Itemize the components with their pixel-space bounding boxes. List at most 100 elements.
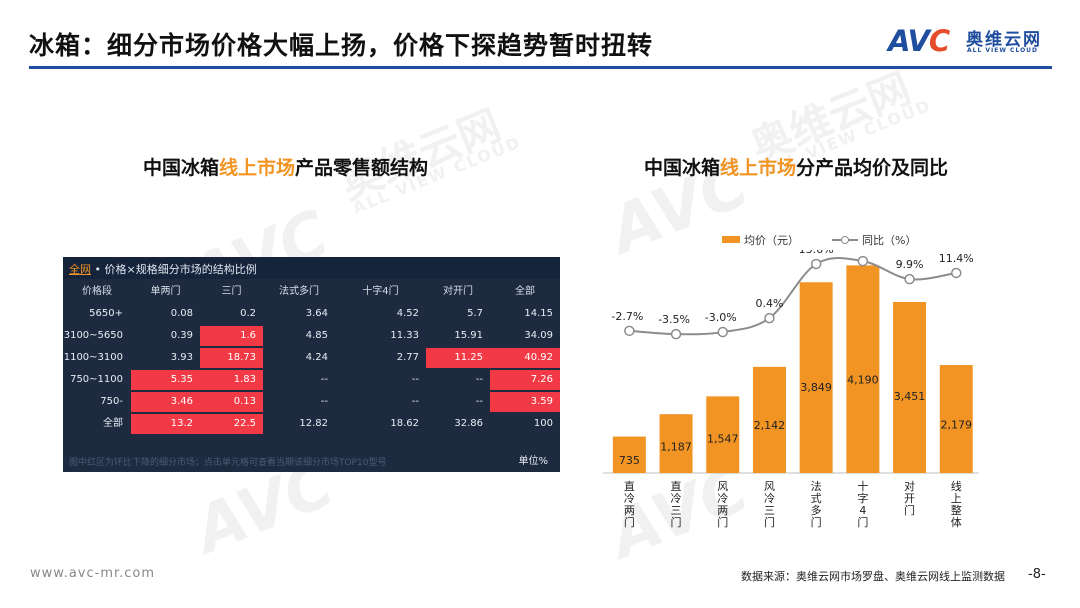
table-row-label: 750~1100 xyxy=(70,374,123,385)
legend-bar-swatch xyxy=(722,236,740,243)
yoy-point[interactable] xyxy=(857,255,869,267)
yoy-point[interactable] xyxy=(951,267,962,279)
category-tick-label: 两 xyxy=(717,504,728,517)
table-column-header: 单两门 xyxy=(150,286,181,297)
category-tick-label: 字 xyxy=(857,491,868,505)
table-row-label: 1100~3100 xyxy=(63,352,123,363)
table-cell[interactable]: 34.09 xyxy=(524,330,553,341)
yoy-data-label: -3.5% xyxy=(658,313,690,326)
table-cell[interactable]: 0.08 xyxy=(170,308,193,319)
table-row-label: 5650+ xyxy=(89,308,123,319)
table-cell[interactable]: 15.91 xyxy=(454,330,483,341)
table-cell[interactable]: 12.82 xyxy=(299,418,328,429)
table-cell[interactable]: 18.62 xyxy=(390,418,419,429)
table-cell[interactable]: 7.26 xyxy=(490,370,560,390)
yoy-point[interactable] xyxy=(904,273,915,285)
category-tick-label: 门 xyxy=(857,515,868,529)
yoy-data-label: -2.7% xyxy=(611,310,643,323)
table-column-header: 全部 xyxy=(515,286,535,297)
category-tick-label: 风 xyxy=(717,480,728,493)
table-cell[interactable]: 0.13 xyxy=(200,392,263,412)
table-cell[interactable]: 14.15 xyxy=(524,308,553,319)
category-tick-label: 线 xyxy=(951,479,962,493)
category-tick-label: 冷 xyxy=(764,492,775,505)
table-cell[interactable]: -- xyxy=(320,396,328,407)
table-caption: • 价格×规格细分市场的结构比例 xyxy=(91,263,257,276)
table-row-label: 750- xyxy=(100,396,123,407)
bar-avg-price[interactable] xyxy=(939,365,973,473)
table-cell[interactable]: 18.73 xyxy=(200,348,263,368)
table-cell[interactable]: -- xyxy=(411,374,419,385)
table-cell[interactable]: 13.2 xyxy=(131,414,200,434)
category-tick-label: 整 xyxy=(951,503,962,517)
yoy-point[interactable] xyxy=(810,258,822,270)
yoy-point[interactable] xyxy=(624,325,635,337)
network-link[interactable]: 全网 xyxy=(69,263,91,276)
table-cell[interactable]: 2.77 xyxy=(396,352,419,363)
table-cell[interactable]: 1.83 xyxy=(200,370,263,390)
table-cell[interactable]: 5.7 xyxy=(467,308,483,319)
category-tick-label: 门 xyxy=(671,515,682,529)
category-tick-label: 式 xyxy=(811,492,822,505)
bar-avg-price[interactable] xyxy=(659,414,693,473)
yoy-point[interactable] xyxy=(764,312,775,324)
table-cell[interactable]: 4.24 xyxy=(305,352,328,363)
bar-data-label: 3,849 xyxy=(800,381,832,394)
bar-data-label: 2,142 xyxy=(754,419,786,432)
table-cell[interactable]: 3.93 xyxy=(170,352,193,363)
category-tick-label: 三 xyxy=(671,504,682,517)
bar-avg-price[interactable] xyxy=(846,265,880,473)
category-tick-label: 体 xyxy=(951,515,962,529)
category-tick-label: 对 xyxy=(904,479,915,493)
table-cell[interactable]: -- xyxy=(411,396,419,407)
footer-url[interactable]: www.avc-mr.com xyxy=(30,566,156,581)
bar-avg-price[interactable] xyxy=(706,396,740,473)
logo-chinese-name: 奥维云网 xyxy=(966,30,1042,50)
table-cell[interactable]: 4.52 xyxy=(396,308,419,319)
yoy-point[interactable] xyxy=(670,328,682,340)
bar-avg-price[interactable] xyxy=(799,282,833,473)
table-note: 图中红区为环比下降的细分市场；点击单元格可查看当期该细分市场TOP10型号 xyxy=(69,458,387,468)
bar-avg-price[interactable] xyxy=(893,301,927,473)
table-cell[interactable]: -- xyxy=(475,374,483,385)
category-tick-label: 冷 xyxy=(717,492,728,505)
yoy-data-label: -3.0% xyxy=(705,311,737,324)
table-column-header: 十字4门 xyxy=(362,286,399,297)
category-tick-label: 上 xyxy=(951,492,962,505)
table-cell[interactable]: 11.33 xyxy=(390,330,419,341)
table-cell[interactable]: 1.6 xyxy=(200,326,263,346)
category-tick-label: 门 xyxy=(904,503,915,517)
yoy-data-label: 13.6% xyxy=(799,250,834,256)
table-header-bar: 全网 • 价格×规格细分市场的结构比例 xyxy=(63,257,560,279)
table-cell[interactable]: 5.35 xyxy=(131,370,200,390)
yoy-data-label: 0.4% xyxy=(755,297,783,310)
yoy-point[interactable] xyxy=(717,326,728,338)
bar-avg-price[interactable] xyxy=(612,436,646,473)
table-cell[interactable]: 100 xyxy=(533,418,553,429)
table-cell[interactable]: 0.2 xyxy=(240,308,256,319)
title-divider xyxy=(29,66,1052,69)
category-tick-label: 冷 xyxy=(624,492,635,505)
table-cell[interactable]: 3.59 xyxy=(490,392,560,412)
table-cell[interactable]: 4.85 xyxy=(305,330,328,341)
category-tick-label: 4 xyxy=(859,504,866,517)
table-cell[interactable]: 22.5 xyxy=(200,414,263,434)
table-cell[interactable]: -- xyxy=(475,396,483,407)
table-cell[interactable]: 40.92 xyxy=(490,348,560,368)
bar-data-label: 3,451 xyxy=(894,390,926,403)
table-cell[interactable]: 32.86 xyxy=(454,418,483,429)
bar-data-label: 735 xyxy=(619,454,640,467)
data-source-note: 数据来源：奥维云网市场罗盘、奥维云网线上监测数据 xyxy=(741,570,1005,583)
table-cell[interactable]: 0.39 xyxy=(170,330,193,341)
bar-avg-price[interactable] xyxy=(752,366,786,473)
yoy-data-label: 11.4% xyxy=(939,252,974,265)
table-row-label: 全部 xyxy=(103,418,123,429)
table-cell[interactable]: 11.25 xyxy=(426,348,490,368)
table-cell[interactable]: 3.46 xyxy=(131,392,200,412)
table-cell[interactable]: -- xyxy=(320,374,328,385)
price-yoy-chart: 735直冷两门1,187直冷三门1,547风冷两门2,142风冷三门3,849法… xyxy=(603,250,979,529)
category-tick-label: 两 xyxy=(624,504,635,517)
table-cell[interactable]: 3.64 xyxy=(305,308,328,319)
legend-bar-label: 均价（元） xyxy=(744,234,799,247)
bar-data-label: 4,190 xyxy=(847,374,879,387)
